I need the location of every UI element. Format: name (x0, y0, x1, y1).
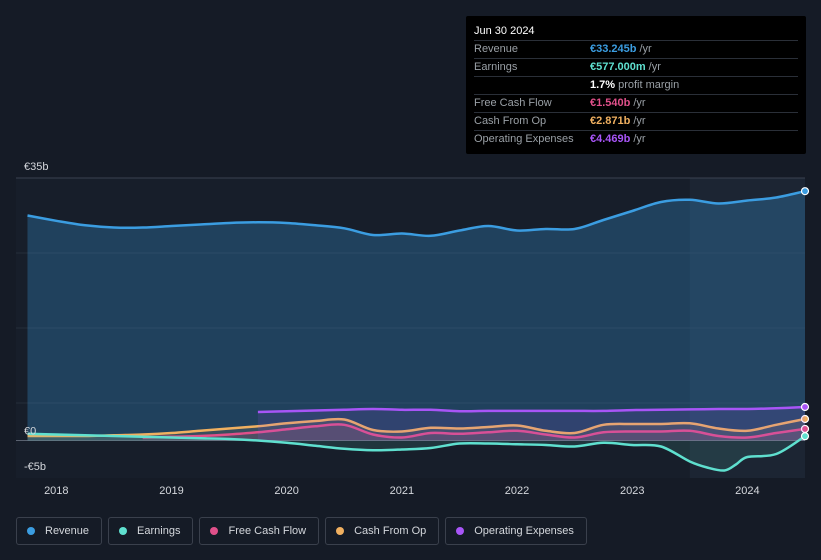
tooltip-label: Operating Expenses (474, 133, 574, 145)
revenue-end-point (800, 187, 810, 196)
legend-dot-icon (27, 527, 35, 535)
tooltip-value: 1.7% (590, 79, 616, 91)
tooltip-value: €577.000m (590, 61, 646, 73)
x-tick-label: 2024 (735, 485, 759, 497)
legend-label: Cash From Op (354, 525, 427, 537)
x-tick-label: 2020 (274, 485, 298, 497)
legend-label: Revenue (45, 525, 90, 537)
operating-expenses-area (257, 407, 805, 441)
y-tick-label: €0 (24, 426, 36, 438)
x-tick-label: 2023 (620, 485, 644, 497)
tooltip-value: €33.245b (590, 43, 637, 55)
tooltip-suffix: /yr (648, 61, 661, 73)
legend-dot-icon (210, 527, 219, 535)
legend-label: Operating Expenses (474, 525, 574, 537)
tooltip-suffix: profit margin (618, 79, 680, 91)
legend-dot-icon (456, 527, 465, 535)
tooltip-label (474, 77, 590, 94)
data-tooltip: Jun 30 2024 Revenue €33.245b/yr Earnings €5… (466, 16, 806, 154)
revenue-area (27, 191, 805, 441)
operating-expenses-end-point (800, 402, 810, 412)
tooltip-label: Earnings (474, 61, 518, 73)
revenue-line (27, 189, 806, 238)
earnings-line (27, 432, 806, 472)
tooltip-label: Free Cash Flow (474, 97, 552, 109)
legend-item[interactable]: Cash From Op (325, 517, 440, 545)
tooltip-row: Earnings €577.000m/yr (474, 59, 798, 77)
y-tick-label: €35b (24, 161, 48, 173)
tooltip-row: Free Cash Flow €1.540b/yr (474, 95, 798, 113)
tooltip-date: Jun 30 2024 (474, 22, 798, 41)
tooltip-row: Revenue €33.245b/yr (474, 41, 798, 59)
cash-from-op-end-point (800, 414, 810, 424)
legend-item[interactable]: Free Cash Flow (199, 517, 320, 545)
cash-from-op-line (27, 417, 806, 438)
chart-legend: Revenue Earnings Free Cash Flow Cash From O… (16, 517, 587, 545)
tooltip-value: €1.540b (590, 97, 631, 109)
operating-expenses-line (257, 405, 806, 414)
tooltip-label: Revenue (474, 43, 519, 55)
legend-label: Earnings (137, 525, 181, 537)
tooltip-row: Operating Expenses €4.469b/yr (474, 131, 798, 148)
legend-item[interactable]: Revenue (16, 517, 103, 545)
tooltip-row: 1.7% profit margin (474, 77, 798, 95)
tooltip-label: Cash From Op (474, 115, 547, 127)
free-cash-flow-area (142, 424, 805, 441)
earnings-end-point (800, 432, 810, 441)
legend-dot-icon (336, 527, 345, 535)
y-tick-label: -€5b (24, 461, 46, 473)
x-tick-label: 2019 (159, 485, 183, 497)
tooltip-row: Cash From Op €2.871b/yr (474, 113, 798, 131)
tooltip-suffix: /yr (633, 133, 646, 145)
legend-item[interactable]: Operating Expenses (445, 517, 587, 545)
tooltip-value: €2.871b (590, 115, 631, 127)
free-cash-flow-line (142, 423, 806, 439)
legend-item[interactable]: Earnings (108, 517, 194, 545)
chart-svg: €35b €0 -€5b 2018 2019 2020 2021 2022 2023 2024 (16, 161, 810, 497)
x-tick-label: 2021 (390, 485, 414, 497)
x-tick-label: 2018 (44, 485, 68, 497)
legend-dot-icon (119, 527, 128, 535)
tooltip-suffix: /yr (633, 115, 646, 127)
tooltip-value: €4.469b (590, 133, 631, 145)
tooltip-suffix: /yr (639, 43, 652, 55)
earnings-area (27, 433, 805, 471)
legend-label: Free Cash Flow (228, 525, 307, 537)
x-tick-label: 2022 (505, 485, 529, 497)
tooltip-suffix: /yr (633, 97, 646, 109)
